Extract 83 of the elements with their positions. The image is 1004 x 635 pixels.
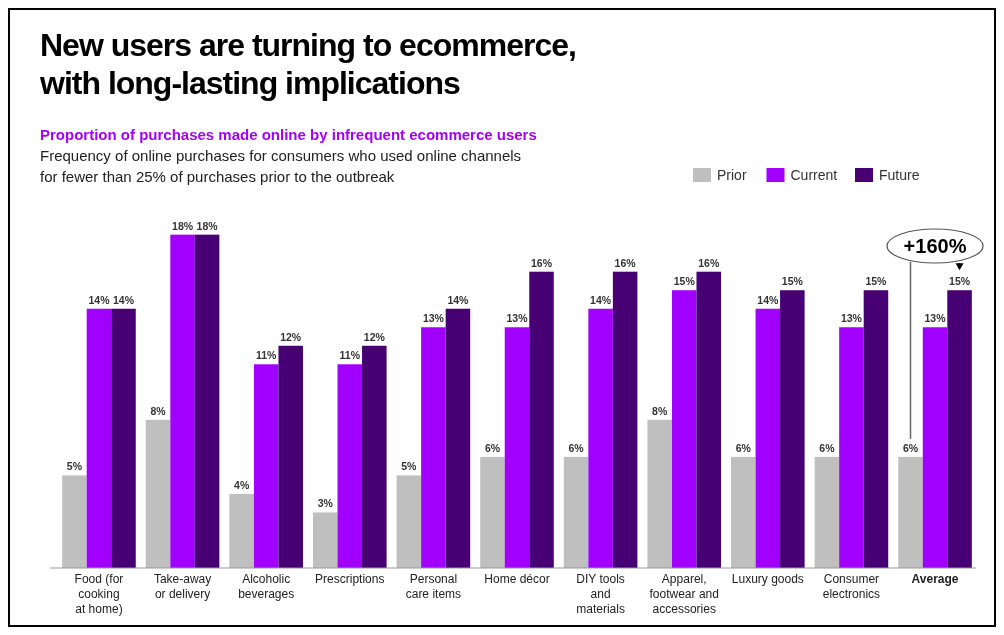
bar <box>647 419 672 568</box>
data-label: 14% <box>590 293 612 306</box>
bar <box>839 327 864 568</box>
data-label: 11% <box>339 349 361 362</box>
bar <box>588 308 613 568</box>
data-label: 6% <box>735 441 752 454</box>
bar <box>898 456 923 568</box>
bar <box>253 364 279 568</box>
bar <box>86 308 112 568</box>
bar <box>755 308 781 568</box>
bar <box>480 456 505 568</box>
data-label: 18% <box>196 219 219 232</box>
x-tick-label: Alcoholic beverages <box>238 572 295 601</box>
data-label: 16% <box>614 256 637 269</box>
data-label: 5% <box>401 460 418 473</box>
x-tick-label: Personal care items <box>405 572 462 601</box>
data-label: 6% <box>819 441 836 454</box>
x-tick-label: Apparel, footwear and accessories <box>649 572 719 616</box>
bar <box>612 271 638 568</box>
legend-label: Prior <box>717 167 747 183</box>
data-label: 6% <box>568 441 585 454</box>
data-label: 15% <box>949 275 971 288</box>
bar <box>337 364 363 568</box>
bar <box>814 456 840 568</box>
data-label: 14% <box>447 293 470 306</box>
chart-title: New users are turning to ecommerce, with long-lasting implications <box>39 27 576 101</box>
bar <box>111 308 136 568</box>
x-tick-label: Food (for cooking at home) <box>74 572 124 616</box>
x-tick-label: Average <box>911 572 959 586</box>
bar <box>313 512 338 568</box>
data-label: 16% <box>531 256 553 269</box>
bar <box>947 290 972 568</box>
x-tick-label: Consumer electronics <box>822 572 881 601</box>
legend-label: Current <box>790 167 838 183</box>
annotation: +160% <box>903 235 967 257</box>
data-label: 6% <box>484 441 501 454</box>
bar <box>780 290 805 568</box>
bar <box>194 234 220 568</box>
data-label: 18% <box>172 219 194 232</box>
x-tick-label: Home décor <box>484 572 550 586</box>
bar <box>671 290 697 568</box>
bar <box>362 345 387 568</box>
bar <box>62 475 87 568</box>
bar <box>421 327 446 568</box>
bar <box>445 308 471 568</box>
data-label: 14% <box>112 293 135 306</box>
x-tick-label: Take-away or delivery <box>153 572 212 601</box>
bar <box>278 345 303 568</box>
bar <box>731 456 756 568</box>
data-label: 13% <box>840 312 863 325</box>
data-label: 8% <box>150 404 167 417</box>
bar <box>529 271 554 568</box>
data-label: 13% <box>422 312 445 325</box>
data-label: 8% <box>652 404 668 417</box>
data-label: 16% <box>698 256 720 269</box>
data-label: 13% <box>506 312 529 325</box>
bar <box>504 327 530 568</box>
legend-label: Future <box>879 167 920 183</box>
data-label: 14% <box>757 293 779 306</box>
data-label: 12% <box>363 330 386 343</box>
data-label: 12% <box>280 330 302 343</box>
bar <box>863 290 889 568</box>
bar <box>170 234 195 568</box>
x-tick-label: Prescriptions <box>315 572 385 586</box>
x-tick-label: DIY tools and materials <box>576 572 625 616</box>
data-label: 5% <box>66 460 83 473</box>
data-label: 14% <box>88 293 111 306</box>
data-label: 13% <box>924 312 947 325</box>
bar <box>563 456 589 568</box>
bar <box>396 475 422 568</box>
data-label: 6% <box>902 441 919 454</box>
data-label: 15% <box>673 275 696 288</box>
data-label: 15% <box>865 275 888 288</box>
chart-subtitle: Proportion of purchases made online by infrequent ecommerce users Frequency of online purchases for consumers who used online channels for fewer than 25% of purchases prior to the outbreak <box>40 126 537 185</box>
data-label: 11% <box>255 349 278 362</box>
x-tick-label: Luxury goods <box>731 572 804 586</box>
bar <box>696 271 721 568</box>
data-label: 3% <box>317 497 334 510</box>
bar <box>229 493 254 568</box>
bar <box>145 419 171 568</box>
bar <box>922 327 948 568</box>
data-label: 4% <box>234 478 250 491</box>
data-label: 15% <box>781 275 804 288</box>
